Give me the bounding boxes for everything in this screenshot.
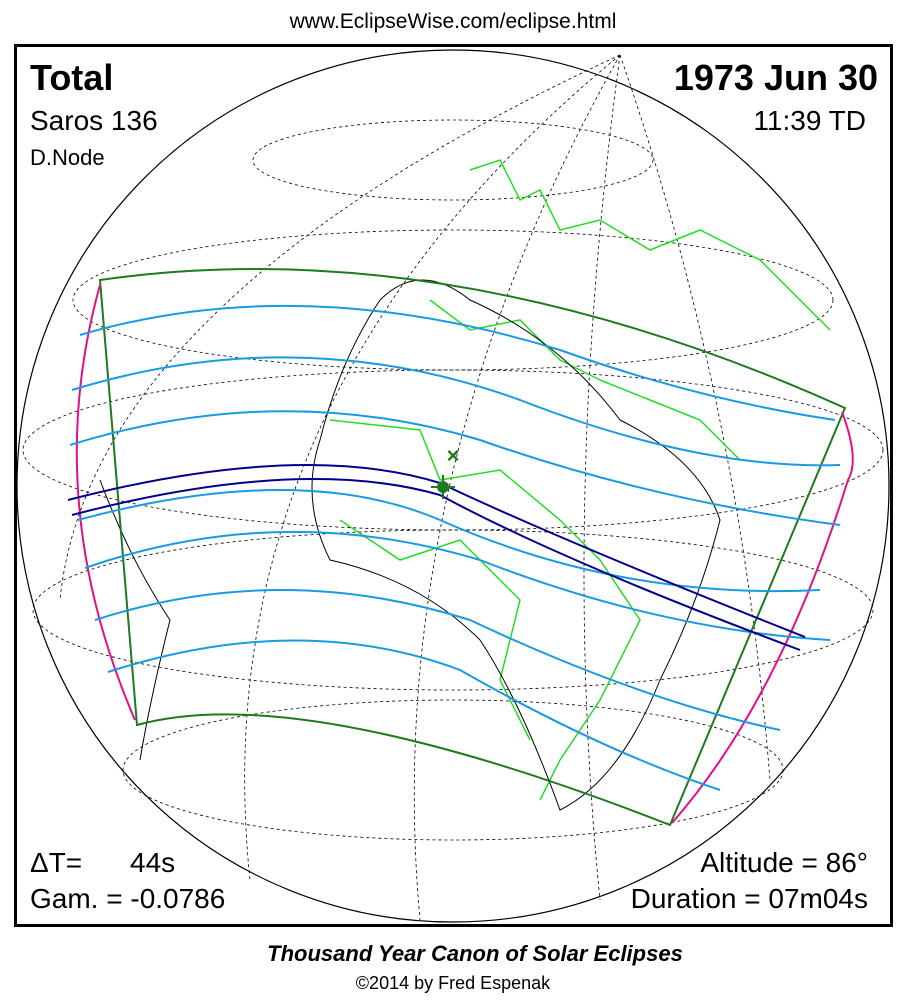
- eclipse-type: Total: [30, 57, 113, 98]
- saros: Saros 136: [30, 105, 158, 136]
- node: D.Node: [30, 145, 105, 170]
- duration: Duration = 07m04s: [631, 883, 868, 914]
- time: 11:39 TD: [753, 105, 866, 136]
- footer-title: Thousand Year Canon of Solar Eclipses: [267, 941, 683, 966]
- copyright: ©2014 by Fred Espenak: [356, 973, 551, 993]
- url: www.EclipseWise.com/eclipse.html: [289, 10, 617, 33]
- date: 1973 Jun 30: [674, 57, 878, 98]
- globe: ×: [16, 49, 890, 923]
- delta-t-label: ΔT=: [30, 847, 82, 878]
- gamma: Gam. = -0.0786: [30, 883, 225, 914]
- delta-t-value: 44s: [130, 847, 175, 878]
- svg-text:×: ×: [447, 443, 460, 468]
- altitude: Altitude = 86°: [700, 847, 868, 878]
